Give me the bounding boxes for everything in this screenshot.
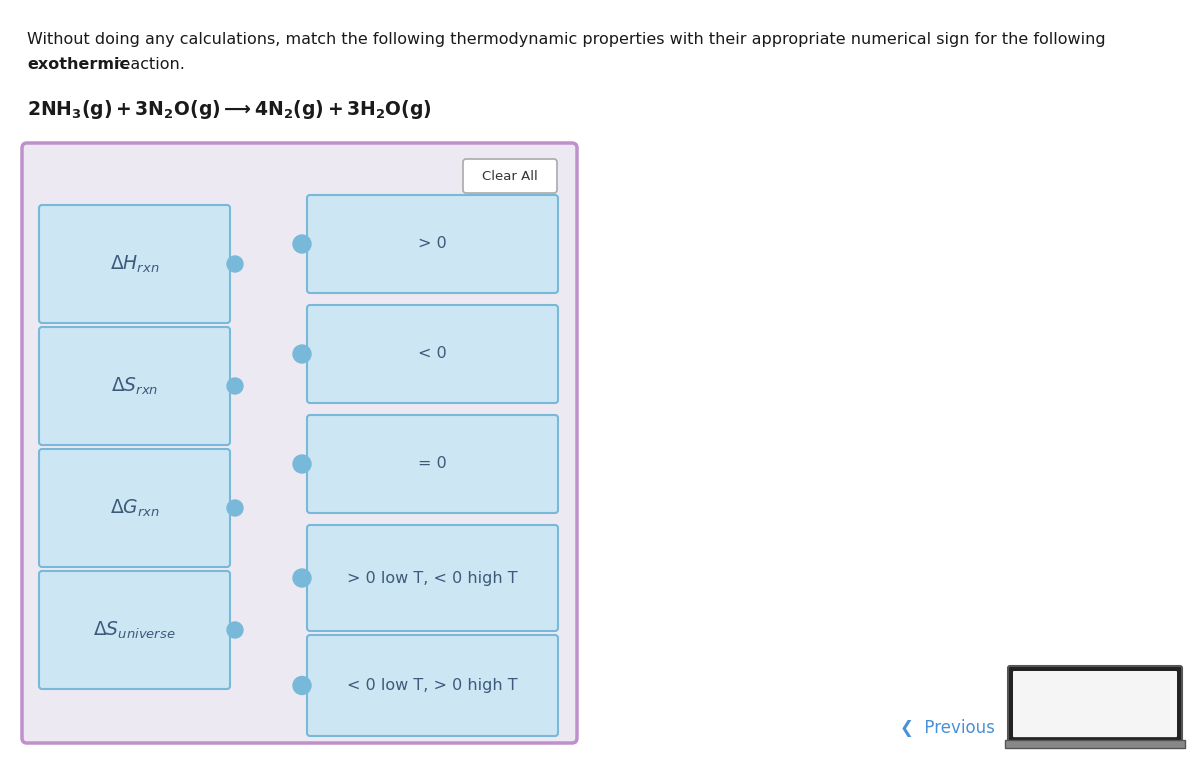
FancyBboxPatch shape bbox=[307, 195, 558, 293]
Text: reaction.: reaction. bbox=[109, 57, 185, 72]
FancyBboxPatch shape bbox=[307, 525, 558, 631]
FancyBboxPatch shape bbox=[307, 635, 558, 736]
Text: ❮  Previous: ❮ Previous bbox=[900, 719, 995, 737]
Circle shape bbox=[227, 256, 242, 272]
Text: < 0 low T, > 0 high T: < 0 low T, > 0 high T bbox=[347, 678, 518, 693]
Circle shape bbox=[227, 500, 242, 516]
Text: > 0 low T, < 0 high T: > 0 low T, < 0 high T bbox=[347, 571, 518, 585]
FancyBboxPatch shape bbox=[307, 415, 558, 513]
FancyBboxPatch shape bbox=[1008, 666, 1182, 742]
Text: $\Delta S_{universe}$: $\Delta S_{universe}$ bbox=[94, 620, 175, 641]
FancyBboxPatch shape bbox=[38, 449, 230, 567]
FancyBboxPatch shape bbox=[38, 327, 230, 445]
Text: < 0: < 0 bbox=[418, 347, 446, 361]
FancyBboxPatch shape bbox=[22, 143, 577, 743]
Text: Without doing any calculations, match the following thermodynamic properties wit: Without doing any calculations, match th… bbox=[28, 32, 1105, 47]
Text: = 0: = 0 bbox=[418, 457, 446, 471]
Text: Clear All: Clear All bbox=[482, 170, 538, 183]
Text: exothermic: exothermic bbox=[28, 57, 130, 72]
Circle shape bbox=[293, 569, 311, 587]
Bar bbox=[1006, 740, 1186, 748]
Text: $\mathbf{2NH_3(g) + 3N_2O(g) \longrightarrow 4N_2(g) + 3H_2O(g)}$: $\mathbf{2NH_3(g) + 3N_2O(g) \longrighta… bbox=[28, 98, 432, 121]
FancyBboxPatch shape bbox=[38, 571, 230, 689]
Circle shape bbox=[293, 345, 311, 363]
Circle shape bbox=[293, 455, 311, 473]
Text: > 0: > 0 bbox=[418, 237, 446, 251]
FancyBboxPatch shape bbox=[307, 305, 558, 403]
FancyBboxPatch shape bbox=[1013, 671, 1177, 737]
Circle shape bbox=[293, 676, 311, 694]
FancyBboxPatch shape bbox=[38, 205, 230, 323]
FancyBboxPatch shape bbox=[463, 159, 557, 193]
Text: $\Delta G_{rxn}$: $\Delta G_{rxn}$ bbox=[109, 497, 160, 519]
Circle shape bbox=[227, 622, 242, 638]
Circle shape bbox=[293, 235, 311, 253]
Text: $\Delta S_{rxn}$: $\Delta S_{rxn}$ bbox=[110, 375, 158, 397]
Circle shape bbox=[227, 378, 242, 394]
Text: $\Delta H_{rxn}$: $\Delta H_{rxn}$ bbox=[109, 254, 160, 274]
